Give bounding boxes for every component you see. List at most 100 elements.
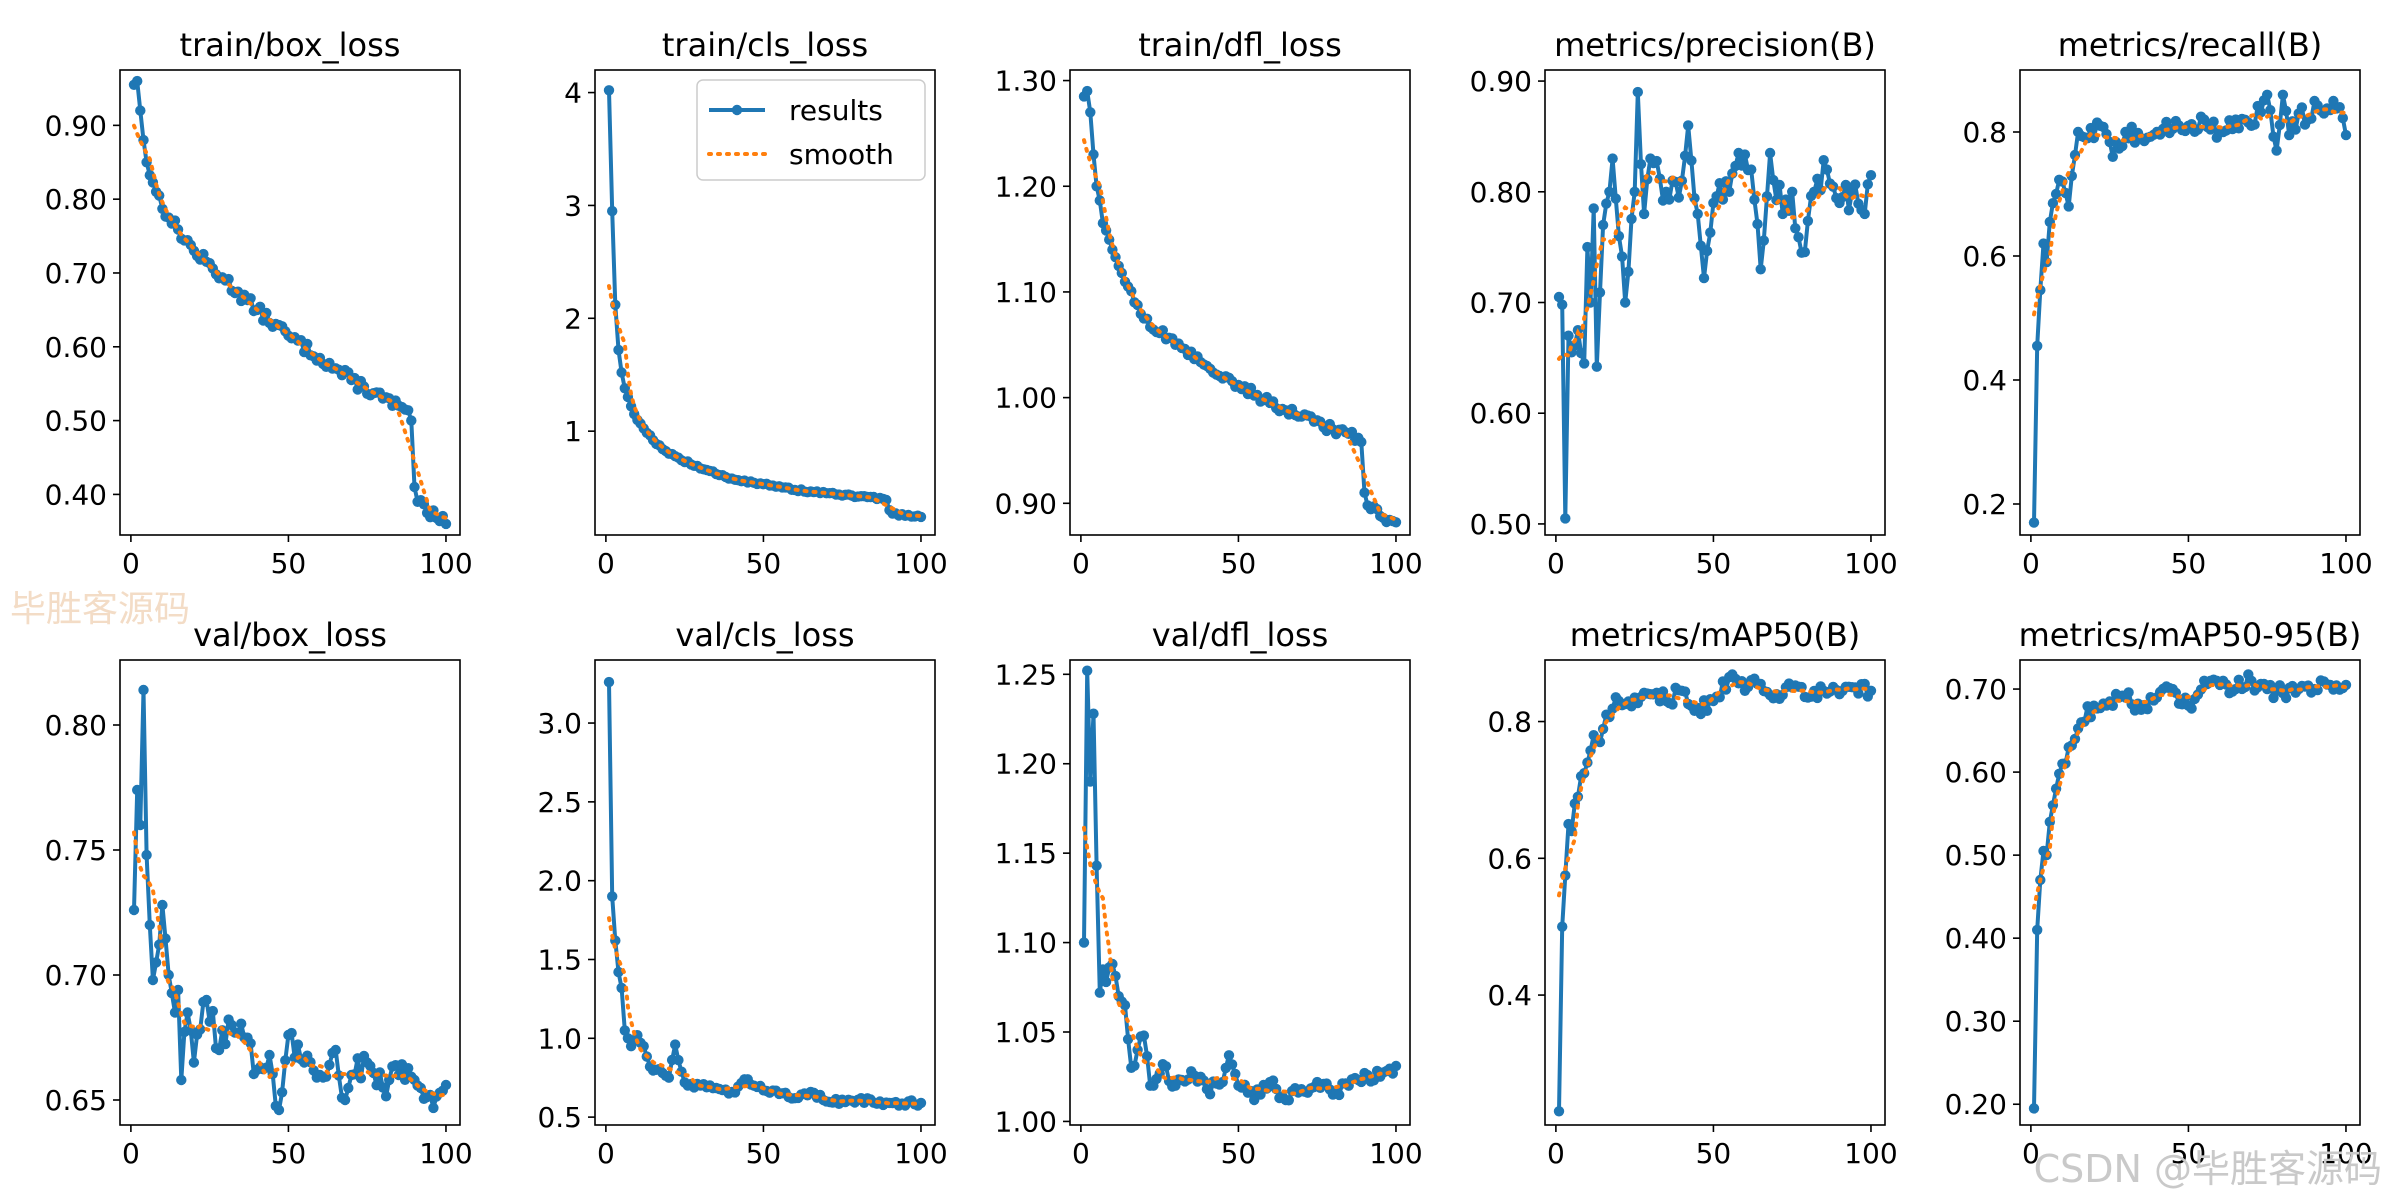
x-tick-label: 0 [597,547,615,580]
chart-title: train/dfl_loss [1138,26,1342,64]
data-point [1616,251,1628,262]
data-point [1223,1050,1235,1061]
data-point [339,1094,351,1106]
data-point [1859,208,1870,220]
data-point [273,1104,285,1116]
data-point [1764,147,1776,159]
data-point [1085,776,1096,787]
data-point [1604,186,1615,197]
y-tick-label: 3 [564,189,582,222]
axes-frame [1069,659,1411,1126]
data-point [1673,192,1685,203]
x-tick-label: 100 [1369,1137,1422,1170]
results-markers [603,676,927,1111]
data-point [1679,686,1691,697]
y-tick-label: 4 [564,77,582,110]
data-point [264,1049,275,1061]
data-point [1686,155,1697,166]
y-tick-label: 0.2 [1962,488,2007,521]
data-point [1701,245,1713,257]
data-point [245,293,256,304]
axes-frame [119,69,461,536]
y-tick-label: 0.80 [45,183,107,216]
data-point [1790,223,1801,234]
x-tick-label: 0 [2022,1137,2040,1170]
data-point [204,1016,215,1027]
y-tick-label: 0.90 [995,487,1057,520]
data-point [1623,266,1634,277]
data-point [1629,186,1640,197]
x-tick-label: 0 [1072,547,1090,580]
y-tick-label: 1.0 [537,1022,582,1055]
data-point [1701,705,1713,716]
axes-frame [1544,659,1886,1126]
x-tick-label: 0 [1072,1137,1090,1170]
data-point [343,1082,354,1094]
smooth-line [607,284,923,519]
chart-panel-train-cls-loss: train/cls_loss 0 50 100 1 2 3 4 results smooth [564,26,948,580]
data-point [1799,246,1811,258]
data-point [1356,436,1367,448]
data-point [169,1007,181,1018]
data-point [1739,149,1751,160]
y-tick-label: 0.30 [1945,1005,2007,1038]
data-point [663,1072,675,1083]
data-point [1840,179,1852,191]
chart-panel-val-dfl-loss: val/dfl_loss 0 50 100 1.00 1.05 1.10 1.15 1.20 1.… [995,616,1423,1170]
chart-title: train/cls_loss [662,26,868,64]
data-point [2334,102,2345,113]
results-line [132,79,448,525]
data-point [1755,264,1766,275]
y-tick-label: 0.6 [1962,240,2007,273]
data-point [1557,299,1568,310]
data-point [292,1039,304,1050]
data-point [619,383,630,394]
y-tick-label: 0.40 [1945,922,2007,955]
y-tick-label: 0.60 [1470,397,1532,430]
data-point [135,105,146,116]
data-point [280,1055,291,1066]
data-point [1122,1034,1134,1045]
x-tick-label: 100 [1844,547,1897,580]
results-line [607,682,923,1108]
data-point [2038,238,2049,249]
axes-frame [594,69,936,536]
smooth-line [1082,138,1398,522]
data-point [1138,1030,1150,1041]
data-point [2271,145,2282,156]
chart-panel-metrics-map50-95-b: metrics/mAP50-95(B) 0 50 100 0.20 0.30 0.40 0.5… [1945,616,2373,1170]
data-point [403,405,414,416]
x-tick-label: 0 [1547,1137,1565,1170]
data-point [160,933,171,944]
results-line [2032,92,2348,523]
y-tick-label: 0.8 [1962,116,2007,149]
data-point [1088,708,1099,719]
chart-panel-metrics-recall-b: metrics/recall(B) 0 50 100 0.2 0.4 0.6 0.8 [1962,26,2372,580]
data-point [2233,674,2244,685]
chart-title: metrics/precision(B) [1554,26,1876,64]
data-point [1575,347,1587,359]
results-markers [2028,89,2352,528]
data-point [1267,1075,1279,1086]
data-point [2050,188,2062,200]
data-point [1119,1000,1131,1011]
chart-panel-train-dfl-loss: train/dfl_loss 0 50 100 0.90 1.00 1.10 1.20 1.30 [995,26,1423,580]
data-point [150,957,162,968]
legend-smooth-label: smooth [789,138,894,171]
data-point [157,899,168,911]
chart-title: train/box_loss [180,26,401,64]
data-point [128,904,140,916]
data-point [1812,692,1823,704]
data-point [2208,116,2219,127]
smooth-line [132,123,448,520]
data-point [2032,340,2043,352]
data-point [1100,976,1112,988]
data-point [2296,102,2308,113]
data-point [1859,678,1870,690]
chart-panel-val-cls-loss: val/cls_loss 0 50 100 0.5 1.0 1.5 2.0 2.5 3.0 [537,616,947,1170]
data-point [1082,85,1093,97]
data-point [1774,179,1785,191]
data-point [1862,179,1874,190]
y-tick-label: 1.00 [995,1105,1057,1138]
data-point [2063,201,2074,212]
